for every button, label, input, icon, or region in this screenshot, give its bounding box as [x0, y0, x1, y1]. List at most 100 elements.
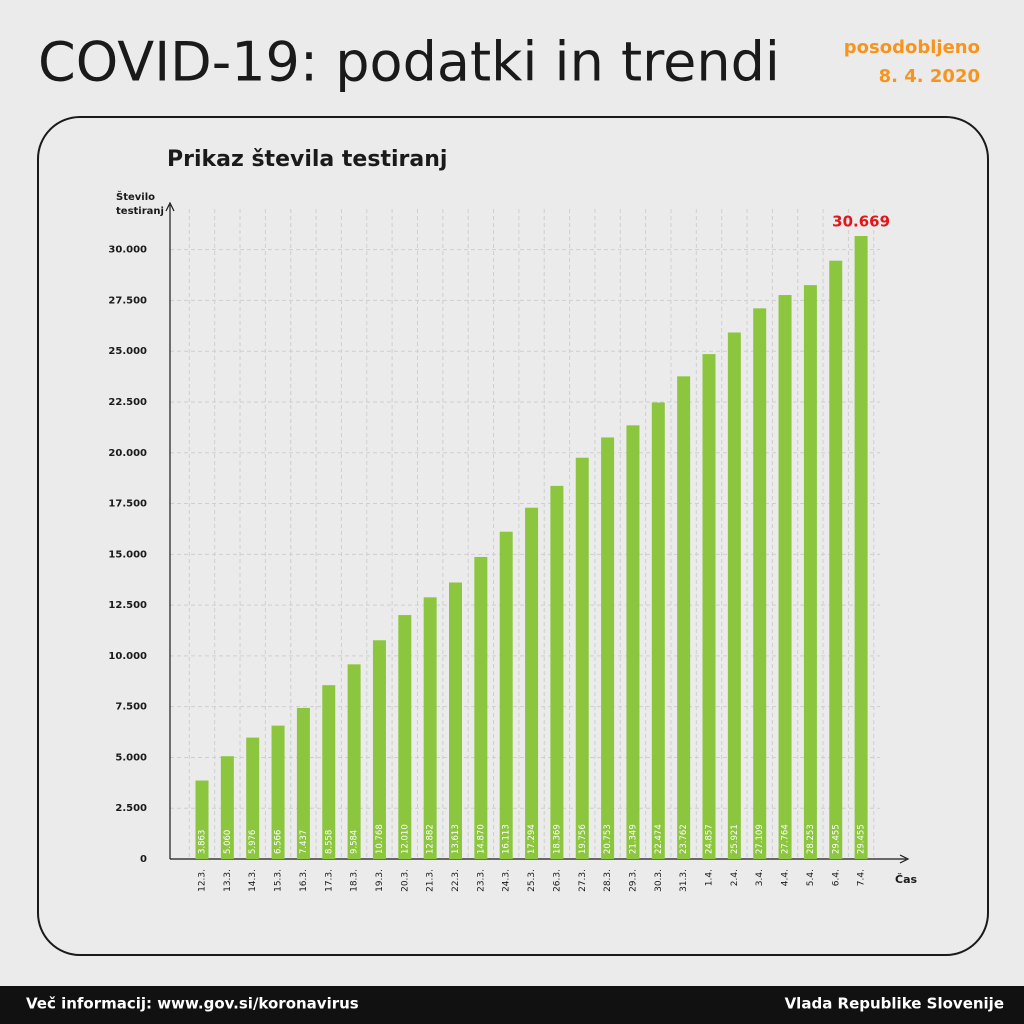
- value-label: 29.455: [831, 824, 841, 854]
- bar: [651, 402, 665, 859]
- value-label: 25.921: [730, 824, 740, 854]
- bar: [601, 437, 615, 859]
- value-label: 8.558: [324, 830, 334, 854]
- bar: [195, 780, 209, 859]
- bar: [854, 236, 868, 859]
- value-label: 9.584: [350, 830, 360, 854]
- x-axis-arrow: [899, 854, 910, 864]
- bar: [474, 556, 488, 859]
- x-tick-label: 2.4.: [730, 869, 740, 886]
- footer-credit: Vlada Republike Slovenije: [785, 995, 1004, 1013]
- updated-date: 8. 4. 2020: [879, 66, 980, 87]
- x-tick-label: 23.3.: [476, 869, 486, 892]
- value-label: 5.976: [248, 830, 258, 854]
- x-tick-label: 16.3.: [299, 869, 309, 892]
- x-tick-label: 22.3.: [451, 869, 461, 892]
- x-tick-label: 29.3.: [628, 869, 638, 892]
- value-label: 12.882: [426, 824, 436, 854]
- value-label: 3.863: [198, 830, 208, 854]
- y-tick-label: 12.500: [108, 600, 147, 611]
- value-label: 20.753: [603, 824, 613, 854]
- bar: [220, 756, 234, 859]
- x-tick-label: 20.3.: [400, 869, 410, 892]
- chart-title: Prikaz števila testiranj: [167, 147, 447, 172]
- y-axis-arrow: [165, 201, 175, 212]
- bar: [246, 737, 260, 859]
- x-tick-label: 3.4.: [755, 869, 765, 886]
- chart-panel: [37, 116, 989, 956]
- value-label: 5.060: [223, 830, 233, 854]
- bar: [322, 685, 336, 859]
- bar: [803, 285, 817, 859]
- value-label: 23.762: [679, 824, 689, 854]
- footer-info: Več informacij: www.gov.si/koronavirus: [26, 995, 359, 1013]
- bar: [778, 295, 792, 859]
- y-tick-label: 22.500: [108, 397, 147, 408]
- bar: [296, 707, 310, 859]
- x-tick-label: 18.3.: [350, 869, 360, 892]
- bar: [753, 308, 767, 859]
- value-label: 17.294: [527, 824, 537, 854]
- bar: [677, 376, 691, 859]
- x-tick-label: 15.3.: [274, 869, 284, 892]
- value-label: 27.764: [781, 824, 791, 854]
- value-label: 28.253: [806, 824, 816, 854]
- x-tick-label: 5.4.: [806, 869, 816, 886]
- value-label: 10.768: [375, 824, 385, 854]
- x-tick-label: 19.3.: [375, 869, 385, 892]
- bar: [449, 582, 462, 859]
- x-tick-label: 26.3.: [552, 869, 562, 892]
- bar-inner-label: 29.455: [857, 824, 867, 854]
- value-label: 12.010: [400, 824, 410, 854]
- value-label: 19.756: [578, 824, 588, 854]
- value-label: 7.437: [299, 830, 309, 854]
- bar: [347, 664, 361, 859]
- bar: [550, 485, 564, 859]
- y-tick-label: 10.000: [108, 651, 147, 662]
- value-label: 27.109: [755, 824, 765, 854]
- value-label: 16.113: [502, 824, 512, 854]
- value-label: 14.870: [476, 824, 486, 854]
- y-axis-label: testiranj: [116, 206, 164, 217]
- updated-label: posodobljeno: [844, 37, 980, 58]
- value-label: 21.349: [628, 824, 638, 854]
- x-tick-label: 6.4.: [831, 869, 841, 886]
- x-tick-label: 1.4.: [705, 869, 715, 886]
- y-tick-label: 27.500: [108, 295, 147, 306]
- plot: 0 2.500 5.000 7.500 10.000 12.500 15.000 17.500…: [108, 201, 910, 892]
- y-tick-label: 15.000: [108, 549, 147, 560]
- value-label: 13.613: [451, 824, 461, 854]
- bar: [727, 332, 741, 859]
- x-tick-label: 17.3.: [324, 869, 334, 892]
- footer-bar: [0, 986, 1024, 1024]
- x-axis-label: Čas: [895, 873, 917, 886]
- x-tick-label: 24.3.: [502, 869, 512, 892]
- bar: [423, 597, 437, 859]
- value-label: 18.369: [552, 824, 562, 854]
- y-tick-label: 20.000: [108, 448, 147, 459]
- x-tick-label: 21.3.: [426, 869, 436, 892]
- bar: [575, 457, 589, 859]
- bar: [525, 507, 539, 859]
- x-tick-label: 14.3.: [248, 869, 258, 892]
- value-label: 24.857: [705, 824, 715, 854]
- value-label: 22.474: [654, 824, 664, 854]
- x-tick-label: 13.3.: [223, 869, 233, 892]
- y-axis-label: Število: [116, 190, 155, 203]
- value-label-highlight: 30.669: [832, 213, 890, 231]
- x-tick-label: 30.3.: [654, 869, 664, 892]
- x-tick-label: 31.3.: [679, 869, 689, 892]
- y-tick-label: 0: [140, 854, 147, 865]
- y-tick-label: 25.000: [108, 346, 147, 357]
- y-tick-label: 2.500: [115, 803, 147, 814]
- y-tick-label: 17.500: [108, 499, 147, 510]
- page-title: COVID-19: podatki in trendi: [38, 31, 780, 94]
- value-label: 6.566: [274, 830, 284, 854]
- bar: [372, 640, 386, 859]
- bar: [271, 725, 285, 859]
- y-tick-label: 7.500: [115, 702, 147, 713]
- bar: [702, 354, 716, 859]
- bar: [499, 531, 513, 859]
- y-tick-label: 5.000: [115, 752, 147, 763]
